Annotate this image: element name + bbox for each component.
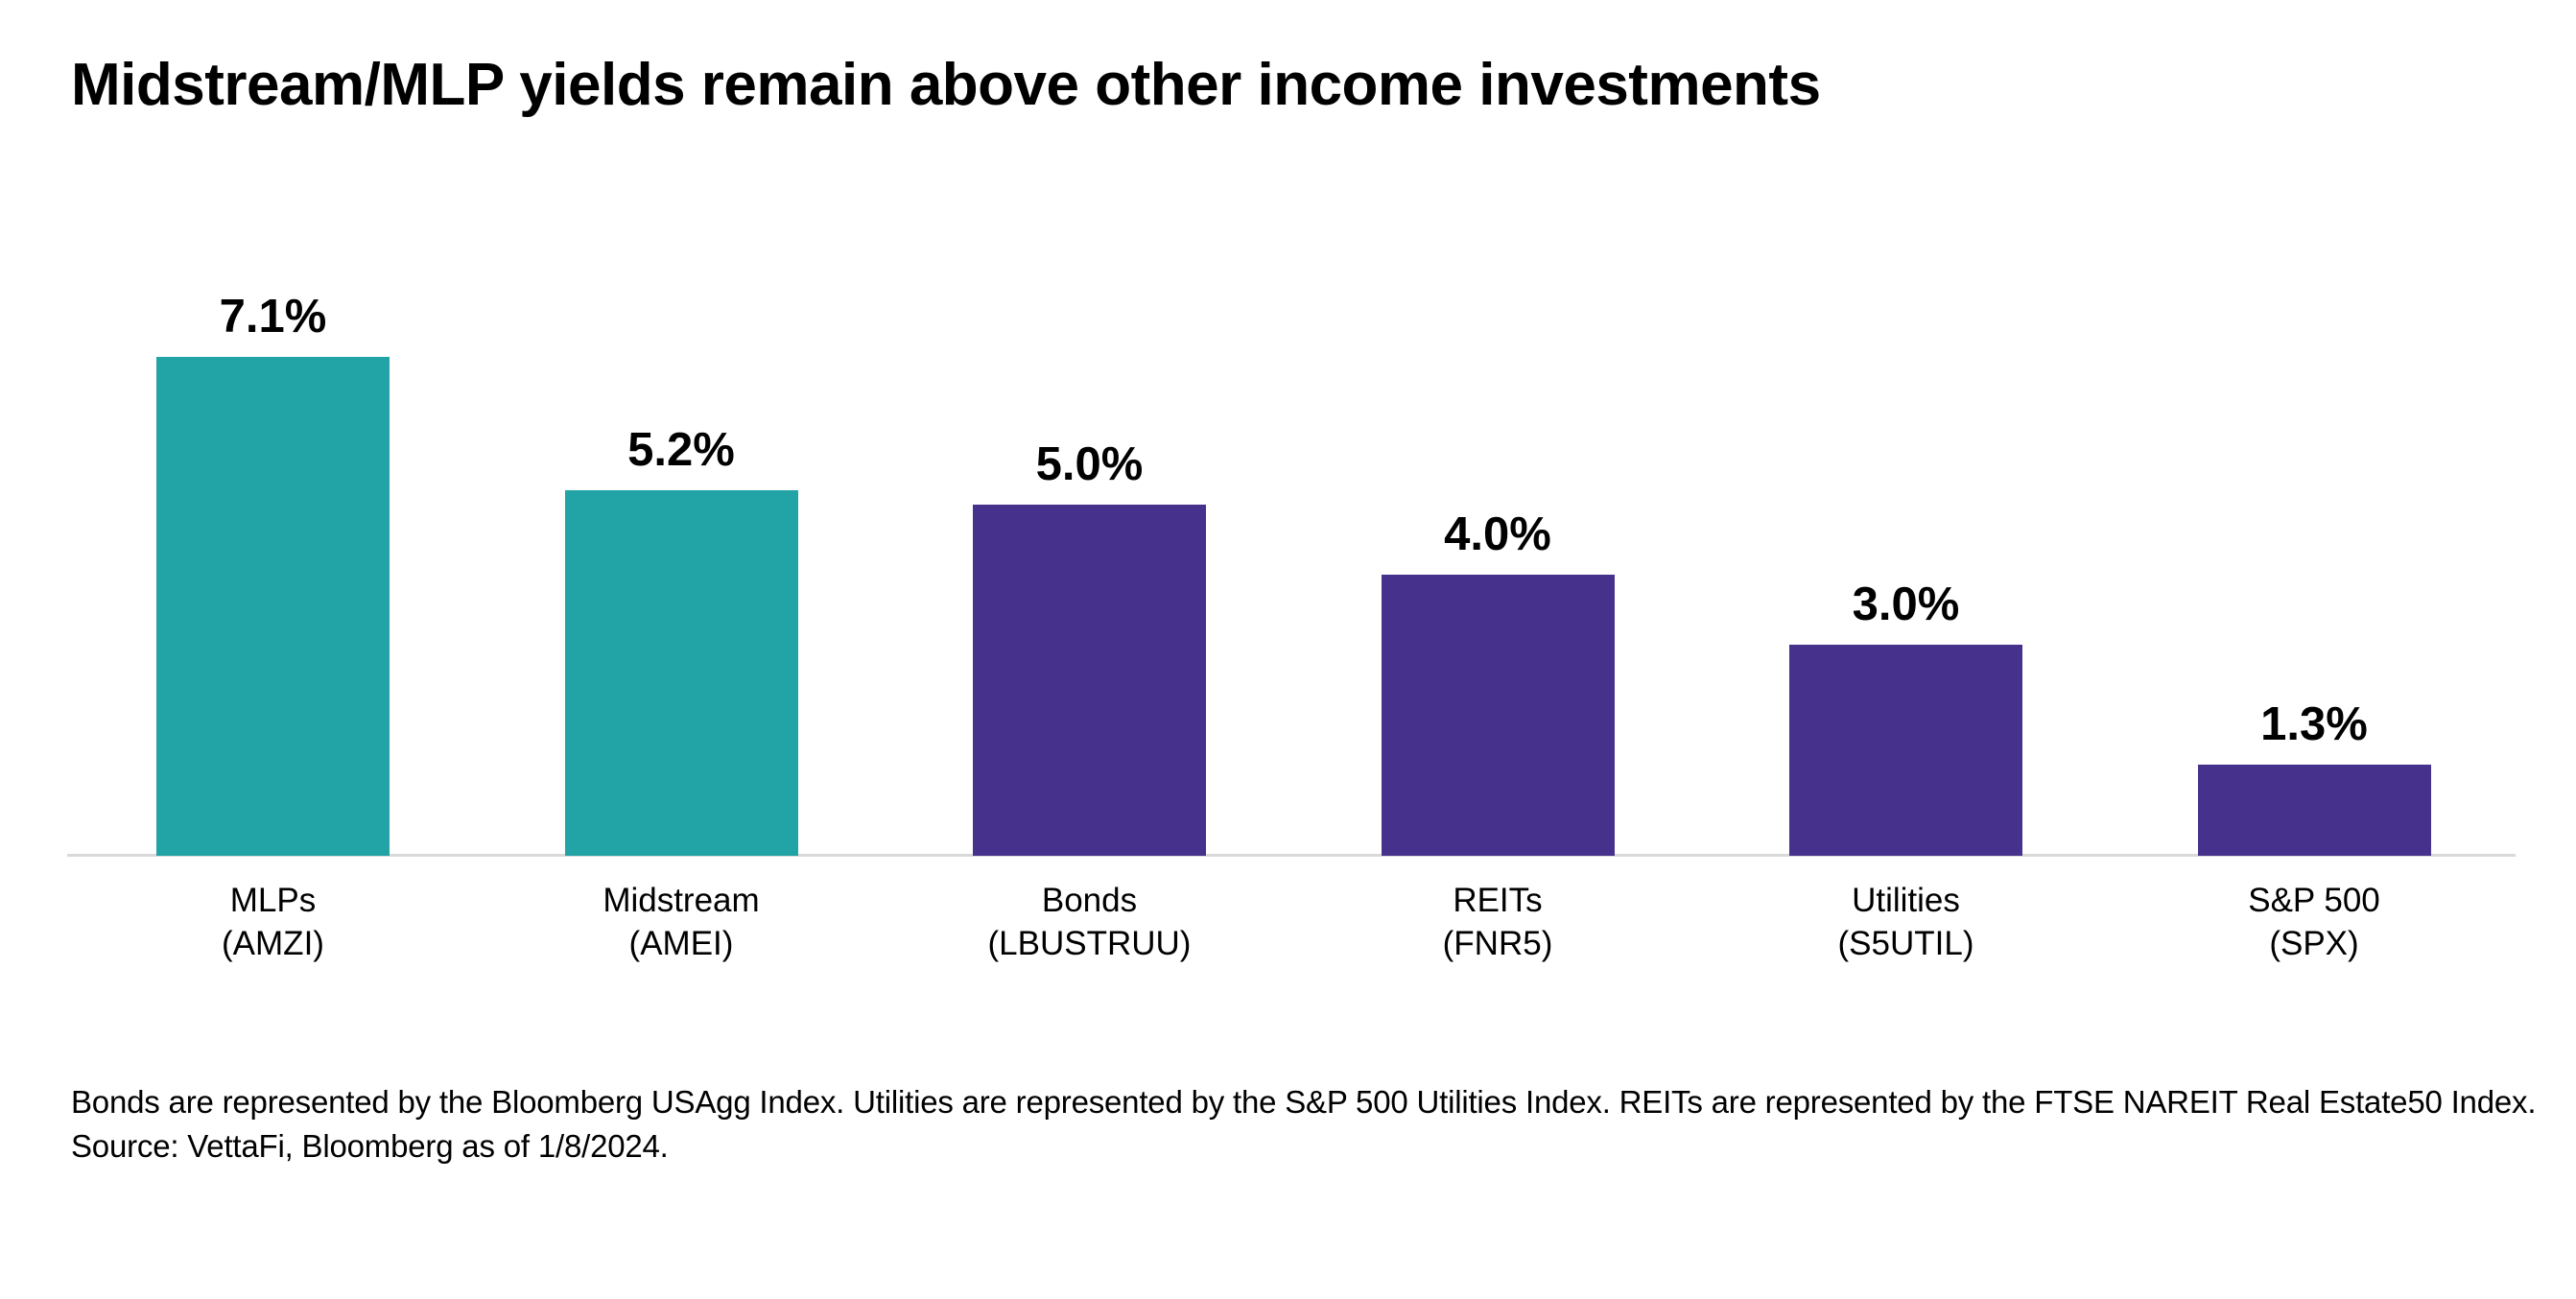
bar-mlps [156, 357, 390, 856]
bar-value-label: 5.0% [1035, 438, 1144, 490]
x-axis-label-line1: REITs [1453, 882, 1543, 919]
x-axis-label-mlps: MLPs (AMZI) [69, 879, 477, 965]
plot-area: 7.1% 5.2% 5.0% 4.0% 3.0% 1.3% [67, 0, 2516, 857]
bar-midstream [564, 490, 798, 856]
x-axis-label-midstream: Midstream (AMEI) [478, 879, 886, 965]
x-axis-label-line2: (LBUSTRUU) [987, 925, 1192, 962]
x-axis-label-utilities: Utilities (S5UTIL) [1702, 879, 2110, 965]
x-axis-label-line2: (AMEI) [628, 925, 734, 962]
bar-value-label: 5.2% [627, 424, 735, 477]
bars-layer: 7.1% 5.2% 5.0% 4.0% 3.0% 1.3% [67, 0, 2516, 857]
x-axis-label-line1: S&P 500 [2248, 882, 2380, 919]
x-axis-label-line2: (AMZI) [222, 925, 324, 962]
x-axis-label-s-p-500: S&P 500 (SPX) [2111, 879, 2518, 965]
x-axis-labels: MLPs (AMZI) Midstream (AMEI) Bonds (LBUSTRUU)… [67, 879, 2516, 1013]
x-axis-label-line2: (S5UTIL) [1837, 925, 1974, 962]
bar-value-label: 1.3% [2260, 697, 2368, 750]
x-axis-label-line1: MLPs [229, 882, 317, 919]
bar-utilities [1789, 645, 2022, 856]
bar-value-label: 7.1% [219, 291, 327, 343]
bar-value-label: 4.0% [1444, 508, 1551, 561]
bar-bonds [973, 505, 1206, 856]
x-axis-label-line1: Bonds [1041, 882, 1138, 919]
bar-value-label: 3.0% [1852, 579, 1960, 631]
bar-s-p-500 [2197, 764, 2431, 856]
x-axis-label-line1: Midstream [603, 882, 760, 919]
footnote-source: Source: VettaFi, Bloomberg as of 1/8/202… [71, 1128, 669, 1164]
footnote: Bonds are represented by the Bloomberg U… [71, 1080, 2546, 1169]
x-axis-label-line1: Utilities [1852, 882, 1960, 919]
x-axis-label-bonds: Bonds (LBUSTRUU) [886, 879, 1293, 965]
footnote-definitions: Bonds are represented by the Bloomberg U… [71, 1084, 2537, 1120]
x-axis-label-line2: (FNR5) [1442, 925, 1553, 962]
page-title: Midstream/MLP yields remain above other … [71, 52, 1821, 118]
bar-reits [1381, 575, 1615, 856]
x-axis-label-reits: REITs (FNR5) [1294, 879, 1702, 965]
x-axis-label-line2: (SPX) [2269, 925, 2359, 962]
x-axis-line [67, 854, 2516, 857]
